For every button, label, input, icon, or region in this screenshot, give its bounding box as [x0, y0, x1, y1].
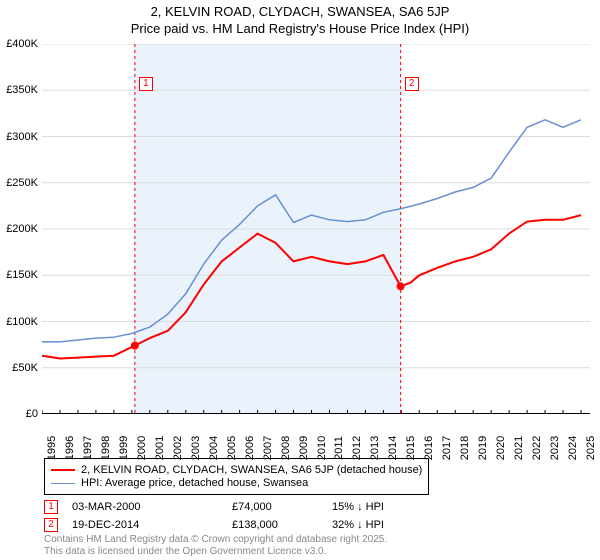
x-tick-label: 2023 [549, 436, 561, 460]
sale-marker: 2 [44, 518, 58, 532]
legend-swatch [51, 469, 75, 471]
x-tick-label: 2003 [190, 436, 202, 460]
legend-item: 2, KELVIN ROAD, CLYDACH, SWANSEA, SA6 5J… [51, 464, 422, 476]
title-address: 2, KELVIN ROAD, CLYDACH, SWANSEA, SA6 5J… [0, 4, 600, 19]
y-tick-label: £250K [6, 177, 38, 189]
sale-date: 19-DEC-2014 [72, 519, 232, 531]
x-tick-label: 1995 [46, 436, 58, 460]
sale-pct: 15% ↓ HPI [332, 501, 442, 513]
sales-table: 1 03-MAR-2000£74,00015% ↓ HPI 2 19-DEC-2014… [44, 498, 442, 534]
y-tick-label: £350K [6, 84, 38, 96]
footer-line2: This data is licensed under the Open Gov… [44, 546, 387, 558]
x-tick-label: 2008 [280, 436, 292, 460]
legend-label: 2, KELVIN ROAD, CLYDACH, SWANSEA, SA6 5J… [81, 464, 422, 476]
y-tick-label: £200K [6, 223, 38, 235]
y-tick-label: £0 [26, 408, 38, 420]
y-tick-label: £300K [6, 131, 38, 143]
x-tick-label: 2015 [405, 436, 417, 460]
sale-price: £74,000 [232, 501, 332, 513]
legend: 2, KELVIN ROAD, CLYDACH, SWANSEA, SA6 5J… [44, 458, 429, 495]
y-tick-label: £400K [6, 38, 38, 50]
x-tick-label: 2021 [513, 436, 525, 460]
x-tick-label: 1997 [82, 436, 94, 460]
x-tick-label: 2005 [226, 436, 238, 460]
chart-svg [42, 44, 590, 414]
sale-pct: 32% ↓ HPI [332, 519, 442, 531]
footer: Contains HM Land Registry data © Crown c… [44, 534, 387, 558]
x-tick-label: 2013 [369, 436, 381, 460]
sale-row: 1 03-MAR-2000£74,00015% ↓ HPI [44, 498, 442, 516]
sale-row: 2 19-DEC-2014£138,00032% ↓ HPI [44, 516, 442, 534]
y-tick-label: £150K [6, 269, 38, 281]
x-tick-label: 2019 [477, 436, 489, 460]
x-tick-label: 2025 [585, 436, 597, 460]
sale-date: 03-MAR-2000 [72, 501, 232, 513]
chart-title-block: 2, KELVIN ROAD, CLYDACH, SWANSEA, SA6 5J… [0, 0, 600, 36]
x-tick-label: 2016 [423, 436, 435, 460]
chart-marker-1: 1 [139, 77, 153, 91]
title-subtitle: Price paid vs. HM Land Registry's House … [0, 21, 600, 36]
chart-marker-2: 2 [405, 77, 419, 91]
x-tick-label: 2002 [172, 436, 184, 460]
x-tick-label: 2022 [531, 436, 543, 460]
x-axis: 1995 1996 1997 1998 1999 2000 2001 2002 2003 2004… [42, 418, 590, 458]
sale-marker: 1 [44, 500, 58, 514]
y-tick-label: £50K [12, 362, 38, 374]
legend-item: HPI: Average price, detached house, Swan… [51, 477, 422, 489]
x-tick-label: 1998 [100, 436, 112, 460]
x-tick-label: 2018 [459, 436, 471, 460]
x-tick-label: 2007 [262, 436, 274, 460]
x-tick-label: 2009 [298, 436, 310, 460]
y-tick-label: £100K [6, 316, 38, 328]
chart-area: 12 [42, 44, 590, 414]
legend-swatch [51, 483, 75, 484]
x-tick-label: 2001 [154, 436, 166, 460]
x-tick-label: 2011 [333, 436, 345, 460]
x-tick-label: 2004 [208, 436, 220, 460]
x-tick-label: 2012 [351, 436, 363, 460]
x-tick-label: 2020 [495, 436, 507, 460]
x-tick-label: 1996 [64, 436, 76, 460]
sale-price: £138,000 [232, 519, 332, 531]
x-tick-label: 2006 [244, 436, 256, 460]
legend-label: HPI: Average price, detached house, Swan… [81, 477, 308, 489]
x-tick-label: 2014 [387, 436, 399, 460]
footer-line1: Contains HM Land Registry data © Crown c… [44, 534, 387, 546]
x-tick-label: 2010 [316, 436, 328, 460]
x-tick-label: 2017 [441, 436, 453, 460]
x-tick-label: 2024 [567, 436, 579, 460]
x-tick-label: 2000 [136, 436, 148, 460]
y-axis: £0£50K£100K£150K£200K£250K£300K£350K£400… [0, 44, 40, 414]
x-tick-label: 1999 [118, 436, 130, 460]
